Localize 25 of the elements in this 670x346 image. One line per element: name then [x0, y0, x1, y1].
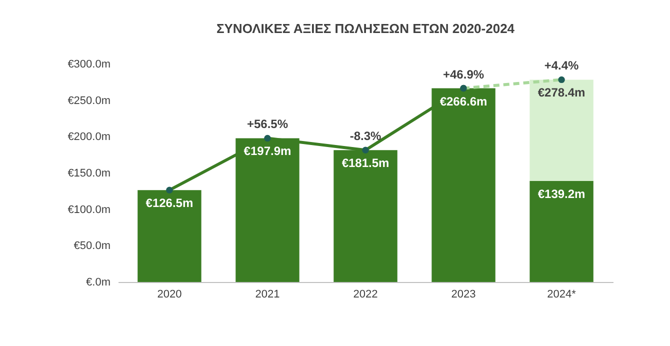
bar — [530, 80, 594, 181]
chart-title: ΣΥΝΟΛΙΚΕΣ ΑΞΙΕΣ ΠΩΛΗΣΕΩΝ ΕΤΩΝ 2020-2024 — [216, 21, 516, 36]
x-tick-label: 2021 — [255, 288, 280, 300]
annotation: +56.5% — [246, 117, 288, 132]
data-label: €139.2m — [538, 186, 586, 201]
total-label: €278.4m — [538, 86, 586, 100]
annotation: +4.4% — [544, 58, 580, 73]
annotation: -8.3% — [350, 129, 382, 144]
x-tick-label: 2022 — [353, 288, 378, 300]
y-tick-label: €150.0m — [68, 168, 110, 180]
x-tick-label: 2023 — [451, 288, 476, 300]
annotation: +46.9% — [442, 67, 484, 82]
data-label: €181.5m — [342, 156, 390, 170]
y-tick-label: €250.0m — [68, 94, 110, 107]
y-tick-label: €50.0m — [74, 240, 110, 252]
y-tick-label: €.0m — [86, 276, 110, 288]
y-tick-label: €100.0m — [68, 204, 110, 216]
data-label: €266.6m — [440, 94, 488, 108]
data-label: €197.9m — [244, 144, 292, 158]
y-tick-label: €300.0m — [68, 58, 110, 70]
x-tick-label: 2024* — [547, 288, 577, 300]
bar — [530, 180, 594, 282]
data-label: €126.5m — [146, 196, 194, 210]
x-tick-label: 2020 — [157, 288, 182, 300]
y-tick-label: €200.0m — [68, 131, 110, 144]
